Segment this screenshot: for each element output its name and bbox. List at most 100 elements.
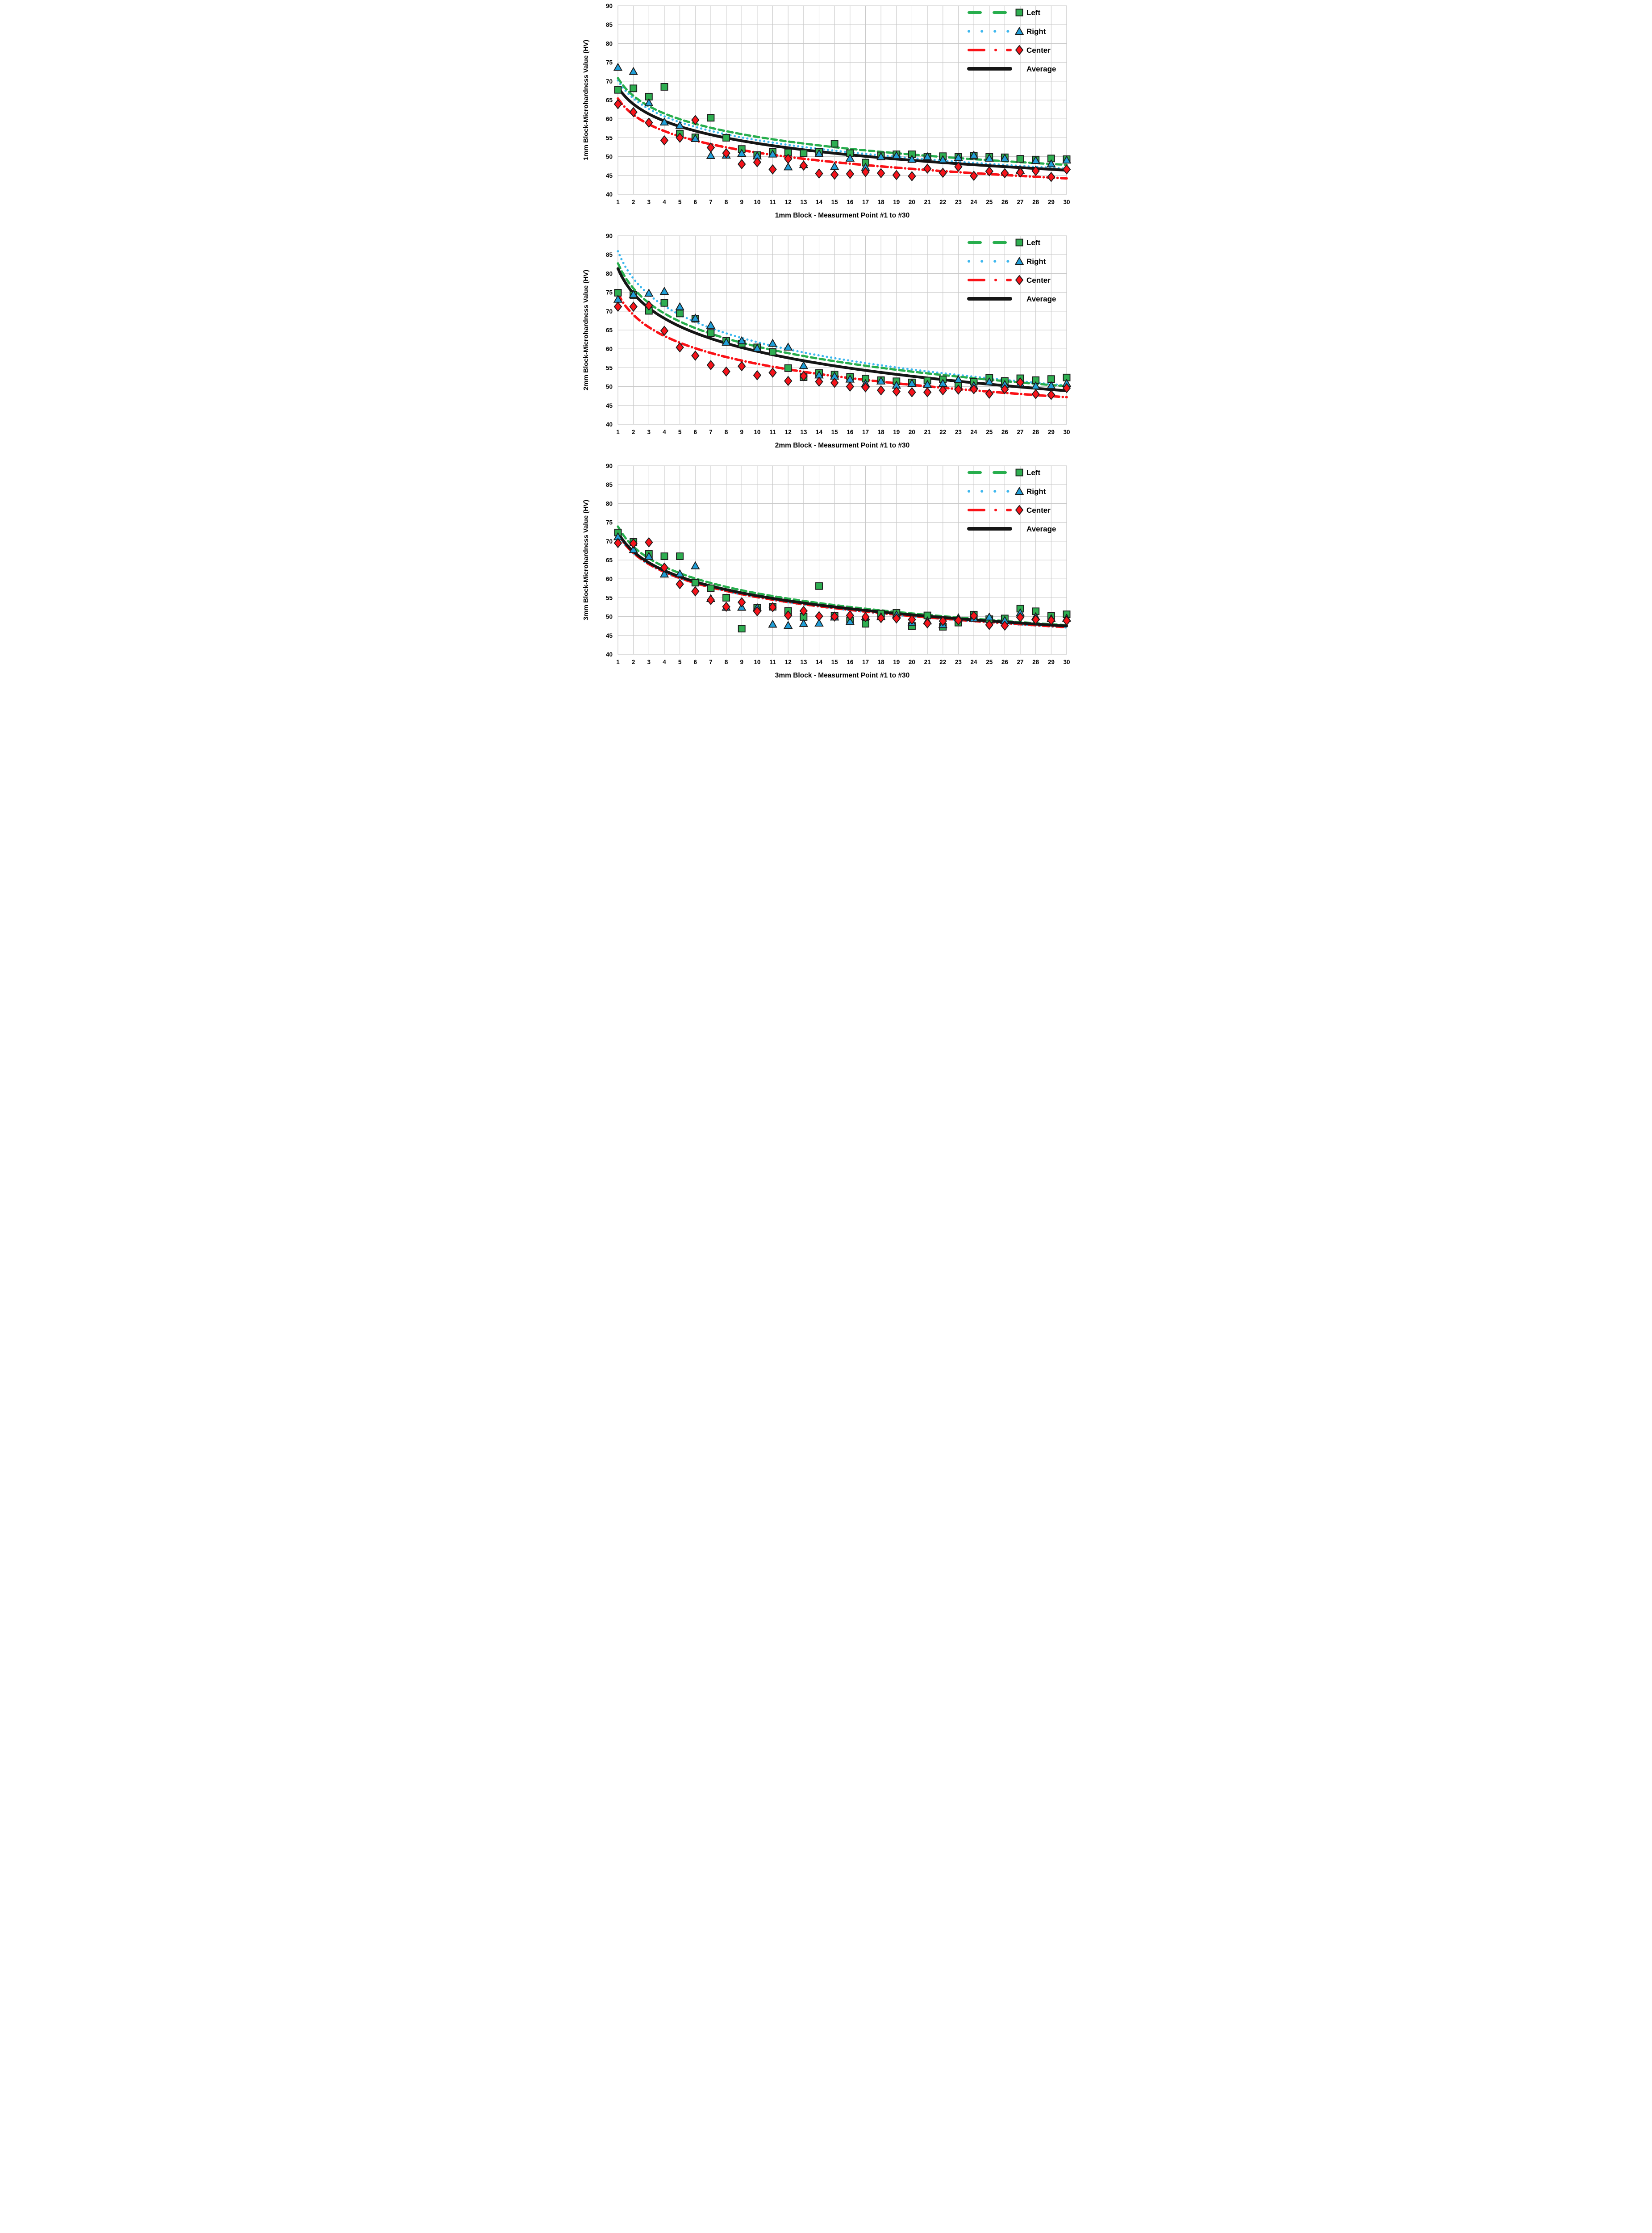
x-tick-label: 9: [740, 429, 743, 435]
x-tick-label: 12: [785, 199, 792, 205]
point-left: [722, 134, 730, 142]
point-right: [768, 149, 777, 158]
x-tick-label: 30: [1063, 659, 1070, 665]
point-center: [738, 597, 746, 608]
point-right: [938, 155, 947, 163]
point-center: [768, 367, 777, 378]
point-left: [1016, 155, 1024, 163]
point-center: [768, 164, 777, 175]
grid: [617, 465, 1067, 655]
microhardness-charts-page: 90 85 80 75 70 65 60 55 50 45 40 1 2 3 4 5 6 7 8 9 10 11 12 13 1…: [580, 0, 1072, 690]
y-tick-label: 90: [606, 233, 613, 239]
point-center: [815, 611, 823, 622]
y-tick-label: 40: [606, 651, 613, 658]
point-right: [922, 152, 932, 160]
x-tick-label: 8: [725, 429, 728, 435]
legend: Left Right Center Average: [967, 8, 1056, 73]
point-center: [1062, 164, 1071, 175]
x-tick-label: 30: [1063, 429, 1070, 435]
legend-label-center: Center: [1026, 506, 1051, 514]
point-right: [799, 619, 809, 627]
x-tick-label: 3: [647, 429, 651, 435]
x-tick-label: 8: [725, 659, 728, 665]
x-tick-label: 24: [971, 199, 978, 205]
point-left: [784, 364, 792, 372]
x-tick-label: 3: [647, 199, 651, 205]
y-axis-title: 1mm Block-Microhardness Value (HV): [582, 40, 590, 160]
point-right: [1047, 381, 1056, 389]
y-tick-label: 80: [606, 500, 613, 507]
x-tick-label: 1: [616, 199, 620, 205]
point-right: [814, 149, 824, 157]
x-tick-label: 9: [740, 659, 743, 665]
point-center: [645, 117, 653, 128]
point-center: [1031, 166, 1040, 176]
point-right: [737, 148, 747, 157]
point-right: [985, 377, 994, 385]
point-center: [954, 615, 963, 626]
point-center: [1031, 614, 1040, 625]
series-center-points: [613, 300, 1071, 400]
point-center: [629, 538, 638, 549]
x-tick-label: 14: [816, 199, 823, 205]
point-right: [737, 336, 747, 344]
trend-left: [617, 77, 1068, 166]
point-right: [907, 155, 917, 163]
y-tick-label: 75: [606, 289, 613, 296]
point-center: [923, 618, 932, 629]
point-center: [954, 161, 963, 172]
point-center: [676, 579, 684, 590]
y-tick-label: 50: [606, 154, 613, 160]
point-center: [768, 602, 777, 613]
point-right: [1000, 153, 1010, 162]
point-left: [691, 579, 699, 587]
point-center: [815, 168, 823, 179]
y-tick-label: 55: [606, 594, 613, 601]
point-right: [644, 98, 654, 106]
point-center: [1047, 389, 1055, 400]
point-center: [691, 350, 700, 361]
point-center: [722, 602, 730, 612]
legend-label-right: Right: [1026, 487, 1046, 496]
x-tick-label: 24: [971, 659, 978, 665]
x-tick-label: 6: [694, 429, 697, 435]
chart-3mm-block: 90 85 80 75 70 65 60 55 50 45 40 1 2 3 4 5 6 7 8 9 10 11 12 13 1…: [580, 460, 1072, 690]
point-center: [613, 99, 622, 109]
y-tick-label: 70: [606, 78, 613, 85]
point-center: [629, 301, 638, 312]
y-tick-label: 60: [606, 116, 613, 122]
point-center: [1031, 389, 1040, 400]
point-right: [644, 552, 654, 560]
x-tick-label: 21: [924, 659, 931, 665]
point-right: [845, 617, 855, 625]
point-center: [1047, 615, 1055, 626]
x-tick-label: 16: [847, 659, 854, 665]
legend-marker-center: [1015, 45, 1024, 55]
x-tick-label: 27: [1017, 659, 1024, 665]
x-tick-label: 17: [862, 429, 869, 435]
point-center: [799, 160, 808, 171]
x-tick-label: 9: [740, 199, 743, 205]
x-tick-label: 4: [663, 199, 666, 205]
x-tick-label: 28: [1032, 659, 1039, 665]
point-center: [645, 300, 653, 311]
point-center: [722, 148, 730, 159]
x-tick-label: 14: [816, 429, 823, 435]
y-tick-label: 55: [606, 364, 613, 371]
point-right: [644, 289, 654, 297]
point-center: [830, 377, 839, 388]
point-center: [784, 154, 793, 164]
chart-2mm-block: 90 85 80 75 70 65 60 55 50 45 40 1 2 3 4 5 6 7 8 9 10 11 12 13 1…: [580, 230, 1072, 460]
x-tick-label: 3: [647, 659, 651, 665]
x-tick-label: 10: [754, 199, 760, 205]
point-left: [707, 329, 715, 337]
point-center: [1016, 377, 1025, 388]
point-center: [1001, 384, 1009, 395]
point-center: [660, 326, 669, 336]
legend-label-right: Right: [1026, 257, 1046, 266]
x-tick-label: 7: [709, 429, 713, 435]
x-tick-label: 18: [878, 429, 885, 435]
point-left: [769, 348, 777, 356]
y-tick-label: 50: [606, 614, 613, 620]
point-center: [753, 606, 762, 617]
